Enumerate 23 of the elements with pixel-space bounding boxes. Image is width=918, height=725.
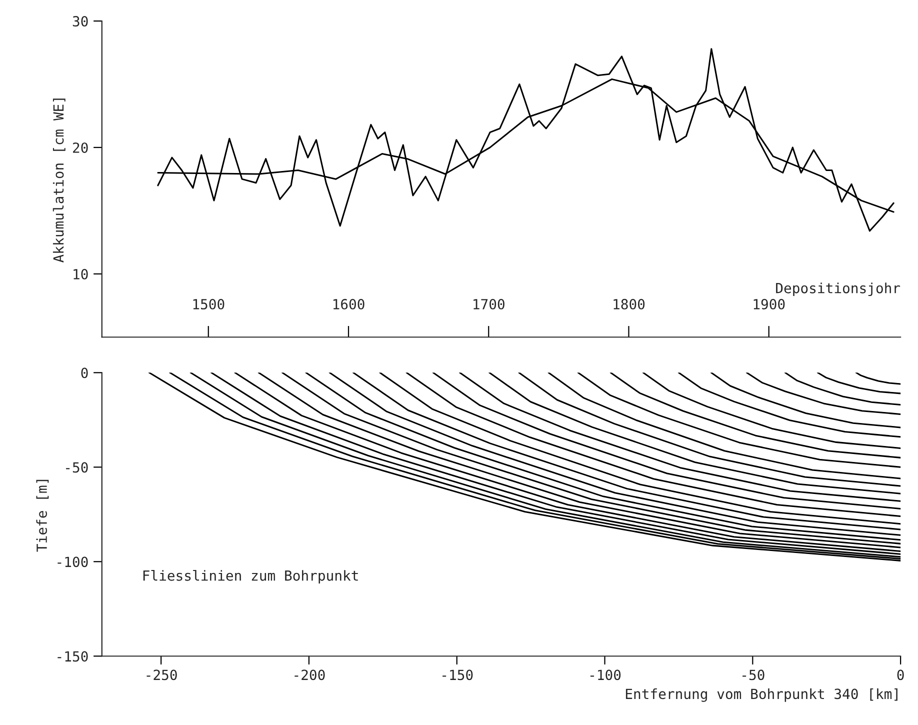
x-tick-label: -200 — [294, 670, 325, 680]
x-tick-label: -50 — [742, 670, 764, 680]
y-tick-label: 30 — [72, 16, 88, 27]
y-tick-label: -100 — [58, 556, 88, 568]
y-axis-title: Akkumulation [cm WE] — [52, 98, 66, 262]
x-axis-title: Entfernung vom Bohrpunkt 340 [km] — [626, 688, 898, 702]
x-tick-label: 1700 — [474, 298, 504, 310]
x-tick-label: 1600 — [333, 298, 364, 310]
y-tick-label: 0 — [81, 368, 88, 378]
x-tick-label: 0 — [897, 670, 904, 680]
x-tick-label: 1500 — [193, 298, 224, 310]
x-axis-title: Depositionsjohr — [776, 282, 900, 296]
x-tick-label: 1800 — [614, 298, 645, 310]
y-axis-title: Tiefe [m] — [36, 480, 49, 552]
annotation: Fliesslinien zum Bohrpunkt — [143, 570, 358, 584]
x-tick-label: -100 — [590, 670, 621, 680]
x-tick-label: -250 — [146, 670, 177, 680]
y-tick-label: 10 — [74, 268, 88, 280]
x-tick-label: 1900 — [754, 298, 785, 310]
y-tick-label: -150 — [58, 651, 88, 662]
x-tick-label: -150 — [442, 670, 473, 680]
y-tick-label: 20 — [73, 142, 88, 153]
y-tick-label: -50 — [66, 462, 88, 473]
